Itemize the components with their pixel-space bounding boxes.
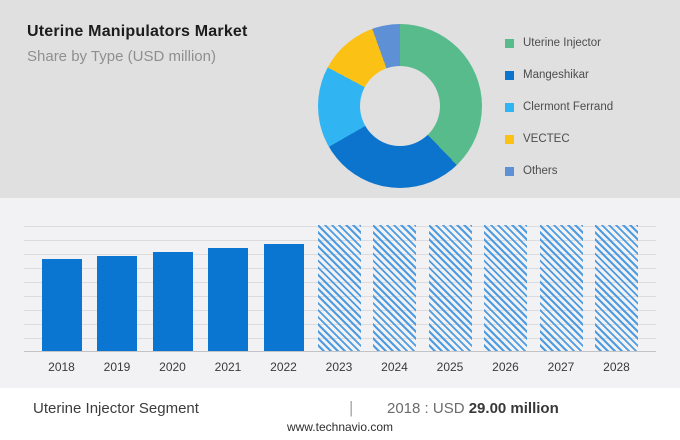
forecast-bar-2023 <box>317 225 361 351</box>
forecast-bar-2028 <box>595 225 638 351</box>
legend-label: Uterine Injector <box>523 37 601 49</box>
footer-value-bold: 29.00 million <box>468 400 559 417</box>
forecast-bar-2026 <box>484 225 527 351</box>
x-axis-label-2028: 2028 <box>603 360 630 374</box>
x-axis-label-2023: 2023 <box>325 360 353 374</box>
title-block: Uterine Manipulators Market Share by Typ… <box>27 22 248 66</box>
page-subtitle: Share by Type (USD million) <box>27 48 216 65</box>
forecast-bar-2024 <box>373 225 416 351</box>
forecast-bar-2025 <box>428 225 472 351</box>
legend-item-uterine-injector: Uterine Injector <box>505 27 613 59</box>
bar-2019 <box>97 256 137 351</box>
footer-section: Uterine Injector Segment | 2018 : USD 29… <box>0 388 680 440</box>
donut-hole <box>360 66 440 146</box>
bar-2021 <box>208 248 248 351</box>
legend-swatch-icon <box>505 38 514 48</box>
footer-value-prefix: 2018 : USD <box>387 400 469 417</box>
bar-2018 <box>41 259 82 351</box>
legend: Uterine Injector Mangeshikar Clermont Ferr… <box>505 27 613 187</box>
x-axis-label-2021: 2021 <box>214 360 242 374</box>
legend-swatch-icon <box>505 134 514 144</box>
x-axis-label-2026: 2026 <box>492 360 519 374</box>
donut-chart <box>318 24 482 188</box>
x-axis-label-2025: 2025 <box>436 360 464 374</box>
legend-swatch-icon <box>505 70 514 80</box>
x-axis-label-2020: 2020 <box>159 360 186 374</box>
footer-value: 2018 : USD 29.00 million <box>387 400 559 417</box>
legend-label: Mangeshikar <box>523 69 589 81</box>
website-link: www.technavio.com <box>286 420 394 434</box>
legend-swatch-icon <box>505 102 514 112</box>
bar-2022 <box>263 244 304 351</box>
x-axis-label-2018: 2018 <box>48 360 75 374</box>
header-section: Uterine Manipulators Market Share by Typ… <box>0 0 680 198</box>
x-axis-label-2019: 2019 <box>103 360 131 374</box>
legend-label: Others <box>523 165 558 177</box>
x-axis-label-2027: 2027 <box>547 360 575 374</box>
forecast-bar-2027 <box>539 225 583 351</box>
legend-item-others: Others <box>505 155 613 187</box>
legend-label: VECTEC <box>523 133 570 145</box>
legend-swatch-icon <box>505 166 514 176</box>
x-axis-label-2024: 2024 <box>381 360 408 374</box>
plot-area <box>24 225 656 352</box>
legend-label: Clermont Ferrand <box>523 101 614 113</box>
bar-chart-section: 2018 2019 2020 2021 2022 2023 2024 2025 2026 2027… <box>0 198 680 388</box>
segment-label: Uterine Injector Segment <box>33 400 199 417</box>
page-title: Uterine Manipulators Market <box>27 23 248 40</box>
legend-item-vectec: VECTEC <box>505 123 613 155</box>
bar-2020 <box>152 252 193 351</box>
legend-item-clermont-ferrand: Clermont Ferrand <box>505 91 613 123</box>
footer-divider: | <box>349 398 354 417</box>
legend-item-mangeshikar: Mangeshikar <box>505 59 613 91</box>
x-axis-label-2022: 2022 <box>270 360 297 374</box>
